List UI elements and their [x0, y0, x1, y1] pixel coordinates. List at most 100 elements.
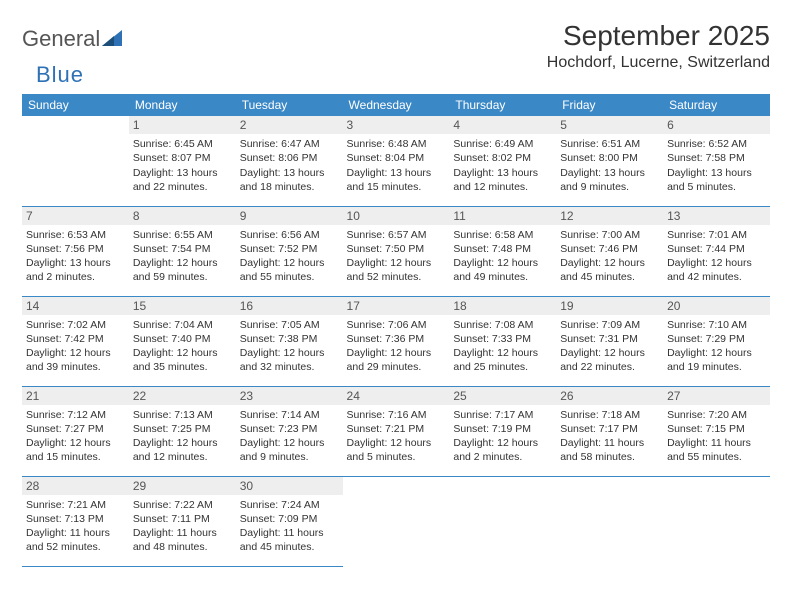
day-number: 25 — [449, 387, 556, 405]
weekday-header: Friday — [556, 94, 663, 116]
calendar-cell-empty — [449, 476, 556, 566]
cell-day1: Daylight: 11 hours — [133, 526, 232, 540]
cell-day2: and 2 minutes. — [453, 450, 552, 464]
cell-day1: Daylight: 12 hours — [240, 346, 339, 360]
cell-day2: and 5 minutes. — [347, 450, 446, 464]
day-number: 15 — [129, 297, 236, 315]
cell-day1: Daylight: 13 hours — [133, 166, 232, 180]
cell-day1: Daylight: 12 hours — [26, 436, 125, 450]
logo-text-general: General — [22, 26, 100, 52]
cell-sunset: Sunset: 8:07 PM — [133, 151, 232, 165]
cell-sunrise: Sunrise: 7:20 AM — [667, 408, 766, 422]
cell-sunrise: Sunrise: 6:51 AM — [560, 137, 659, 151]
calendar-cell: 20Sunrise: 7:10 AMSunset: 7:29 PMDayligh… — [663, 296, 770, 386]
calendar-cell: 21Sunrise: 7:12 AMSunset: 7:27 PMDayligh… — [22, 386, 129, 476]
cell-sunset: Sunset: 7:42 PM — [26, 332, 125, 346]
cell-day1: Daylight: 11 hours — [560, 436, 659, 450]
cell-day2: and 52 minutes. — [347, 270, 446, 284]
cell-sunset: Sunset: 7:09 PM — [240, 512, 339, 526]
calendar-cell: 9Sunrise: 6:56 AMSunset: 7:52 PMDaylight… — [236, 206, 343, 296]
calendar-cell: 5Sunrise: 6:51 AMSunset: 8:00 PMDaylight… — [556, 116, 663, 206]
cell-day1: Daylight: 11 hours — [26, 526, 125, 540]
cell-day1: Daylight: 12 hours — [667, 346, 766, 360]
calendar-cell: 22Sunrise: 7:13 AMSunset: 7:25 PMDayligh… — [129, 386, 236, 476]
calendar-cell: 27Sunrise: 7:20 AMSunset: 7:15 PMDayligh… — [663, 386, 770, 476]
cell-sunset: Sunset: 7:29 PM — [667, 332, 766, 346]
cell-sunset: Sunset: 7:27 PM — [26, 422, 125, 436]
cell-day1: Daylight: 12 hours — [26, 346, 125, 360]
cell-sunset: Sunset: 7:19 PM — [453, 422, 552, 436]
cell-sunset: Sunset: 7:54 PM — [133, 242, 232, 256]
cell-sunset: Sunset: 7:33 PM — [453, 332, 552, 346]
calendar-row: 21Sunrise: 7:12 AMSunset: 7:27 PMDayligh… — [22, 386, 770, 476]
cell-sunrise: Sunrise: 7:04 AM — [133, 318, 232, 332]
day-number: 27 — [663, 387, 770, 405]
cell-sunrise: Sunrise: 7:00 AM — [560, 228, 659, 242]
cell-sunset: Sunset: 7:11 PM — [133, 512, 232, 526]
cell-sunset: Sunset: 7:52 PM — [240, 242, 339, 256]
calendar-cell: 3Sunrise: 6:48 AMSunset: 8:04 PMDaylight… — [343, 116, 450, 206]
calendar-row: 14Sunrise: 7:02 AMSunset: 7:42 PMDayligh… — [22, 296, 770, 386]
day-number: 12 — [556, 207, 663, 225]
cell-day1: Daylight: 12 hours — [240, 256, 339, 270]
cell-sunrise: Sunrise: 6:58 AM — [453, 228, 552, 242]
cell-sunrise: Sunrise: 6:53 AM — [26, 228, 125, 242]
cell-day2: and 15 minutes. — [347, 180, 446, 194]
cell-day2: and 58 minutes. — [560, 450, 659, 464]
calendar-table: SundayMondayTuesdayWednesdayThursdayFrid… — [22, 94, 770, 567]
calendar-cell: 4Sunrise: 6:49 AMSunset: 8:02 PMDaylight… — [449, 116, 556, 206]
cell-sunrise: Sunrise: 6:55 AM — [133, 228, 232, 242]
cell-sunset: Sunset: 7:36 PM — [347, 332, 446, 346]
cell-sunset: Sunset: 7:40 PM — [133, 332, 232, 346]
day-number: 11 — [449, 207, 556, 225]
title-block: September 2025 Hochdorf, Lucerne, Switze… — [547, 20, 770, 72]
cell-day1: Daylight: 13 hours — [240, 166, 339, 180]
cell-sunrise: Sunrise: 7:17 AM — [453, 408, 552, 422]
weekday-header: Tuesday — [236, 94, 343, 116]
cell-day2: and 25 minutes. — [453, 360, 552, 374]
cell-sunset: Sunset: 8:02 PM — [453, 151, 552, 165]
day-number: 5 — [556, 116, 663, 134]
cell-sunrise: Sunrise: 6:52 AM — [667, 137, 766, 151]
calendar-cell: 16Sunrise: 7:05 AMSunset: 7:38 PMDayligh… — [236, 296, 343, 386]
cell-sunrise: Sunrise: 7:06 AM — [347, 318, 446, 332]
cell-day2: and 45 minutes. — [240, 540, 339, 554]
cell-sunrise: Sunrise: 7:13 AM — [133, 408, 232, 422]
calendar-cell: 23Sunrise: 7:14 AMSunset: 7:23 PMDayligh… — [236, 386, 343, 476]
calendar-row: 28Sunrise: 7:21 AMSunset: 7:13 PMDayligh… — [22, 476, 770, 566]
cell-sunset: Sunset: 7:25 PM — [133, 422, 232, 436]
cell-sunset: Sunset: 7:15 PM — [667, 422, 766, 436]
logo: General — [22, 20, 124, 52]
cell-sunrise: Sunrise: 7:05 AM — [240, 318, 339, 332]
cell-sunrise: Sunrise: 6:47 AM — [240, 137, 339, 151]
calendar-cell: 6Sunrise: 6:52 AMSunset: 7:58 PMDaylight… — [663, 116, 770, 206]
calendar-cell: 26Sunrise: 7:18 AMSunset: 7:17 PMDayligh… — [556, 386, 663, 476]
cell-sunrise: Sunrise: 7:09 AM — [560, 318, 659, 332]
cell-day2: and 9 minutes. — [240, 450, 339, 464]
cell-sunrise: Sunrise: 7:12 AM — [26, 408, 125, 422]
cell-day2: and 49 minutes. — [453, 270, 552, 284]
weekday-row: SundayMondayTuesdayWednesdayThursdayFrid… — [22, 94, 770, 116]
cell-sunset: Sunset: 7:21 PM — [347, 422, 446, 436]
cell-day2: and 5 minutes. — [667, 180, 766, 194]
weekday-header: Sunday — [22, 94, 129, 116]
cell-day1: Daylight: 12 hours — [133, 256, 232, 270]
cell-sunrise: Sunrise: 7:18 AM — [560, 408, 659, 422]
cell-sunrise: Sunrise: 7:22 AM — [133, 498, 232, 512]
day-number: 24 — [343, 387, 450, 405]
cell-sunset: Sunset: 7:17 PM — [560, 422, 659, 436]
weekday-header: Wednesday — [343, 94, 450, 116]
cell-day2: and 9 minutes. — [560, 180, 659, 194]
cell-day1: Daylight: 12 hours — [667, 256, 766, 270]
cell-sunrise: Sunrise: 7:01 AM — [667, 228, 766, 242]
cell-sunset: Sunset: 7:23 PM — [240, 422, 339, 436]
cell-sunset: Sunset: 8:04 PM — [347, 151, 446, 165]
day-number: 3 — [343, 116, 450, 134]
cell-day2: and 52 minutes. — [26, 540, 125, 554]
cell-sunrise: Sunrise: 6:56 AM — [240, 228, 339, 242]
day-number: 23 — [236, 387, 343, 405]
month-title: September 2025 — [547, 20, 770, 52]
day-number: 14 — [22, 297, 129, 315]
cell-sunset: Sunset: 8:00 PM — [560, 151, 659, 165]
cell-day1: Daylight: 12 hours — [347, 436, 446, 450]
